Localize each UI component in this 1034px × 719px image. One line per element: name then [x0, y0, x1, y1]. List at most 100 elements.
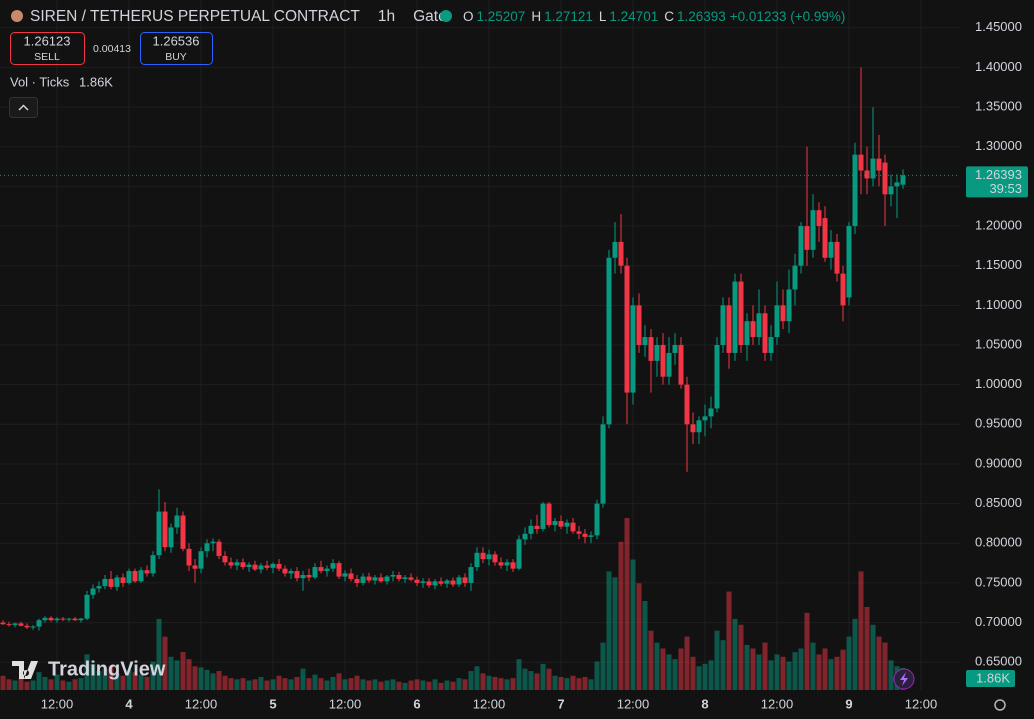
y-tick-label: 1.30000: [975, 138, 1022, 153]
candle-body: [0, 622, 6, 625]
volume-bar: [222, 675, 228, 690]
volume-bar: [804, 612, 810, 690]
volume-bar: [12, 680, 18, 690]
candle-body: [498, 562, 504, 566]
volume-bar: [702, 663, 708, 690]
volume-bar: [768, 660, 774, 690]
candle-body: [588, 535, 594, 537]
volume-bar: [90, 663, 96, 690]
volume-bar: [396, 681, 402, 690]
volume-bar: [72, 679, 78, 690]
candle-body: [288, 571, 294, 574]
y-tick-label: 0.85000: [975, 495, 1022, 510]
symbol-icon: [11, 10, 23, 22]
volume-bar: [864, 606, 870, 690]
countdown: 39:53: [989, 181, 1022, 196]
candle-body: [666, 352, 672, 377]
candle-body: [636, 305, 642, 345]
candle-body: [486, 554, 492, 560]
candle-body: [756, 313, 762, 338]
volume-bar: [624, 518, 630, 690]
volume-bar: [618, 541, 624, 690]
candle-body: [348, 573, 354, 579]
candle-body: [186, 548, 192, 566]
c-value: 1.26393: [677, 9, 726, 24]
x-tick-label: 12:00: [761, 696, 794, 711]
candle-body: [432, 581, 438, 586]
candle-body: [240, 562, 246, 568]
volume-bar: [528, 671, 534, 690]
volume-title: Vol · Ticks: [10, 74, 70, 89]
candle-body: [210, 541, 216, 544]
candle-body: [534, 525, 540, 529]
candle-body: [24, 625, 30, 628]
ohlc-legend: O 1.25207 H 1.27121 L 1.24701 C 1.26393 +0.01233…: [463, 9, 845, 24]
candle-body: [546, 503, 552, 526]
volume-bar: [606, 571, 612, 690]
volume-bar: [414, 679, 420, 690]
volume-bar: [714, 630, 720, 690]
l-value: 1.24701: [609, 9, 658, 24]
candle-body: [204, 543, 210, 552]
candle-body: [690, 424, 696, 433]
volume-bar: [420, 680, 426, 690]
volume-bar: [660, 648, 666, 690]
candle-body: [102, 578, 108, 587]
candle-body: [228, 562, 234, 566]
volume-bar: [852, 618, 858, 690]
settings-icon[interactable]: [994, 699, 1006, 711]
candle-body: [234, 562, 240, 566]
candle-body: [222, 555, 228, 563]
volume-bar: [342, 679, 348, 690]
volume-pane: [0, 518, 906, 690]
volume-bar: [648, 630, 654, 690]
watermark: TradingView: [12, 658, 1006, 711]
volume-bar: [228, 678, 234, 690]
candle-body: [870, 158, 876, 179]
volume-bar: [696, 666, 702, 690]
volume-bar: [264, 680, 270, 690]
candle-body: [402, 577, 408, 579]
x-tick-label: 12:00: [41, 696, 74, 711]
candle-body: [828, 241, 834, 258]
candle-body: [810, 210, 816, 250]
volume-bar: [246, 680, 252, 690]
volume-bar: [294, 676, 300, 690]
candle-body: [132, 571, 138, 582]
candle-body: [840, 273, 846, 306]
volume-bar: [600, 642, 606, 690]
volume-bar: [570, 675, 576, 690]
volume-bar: [348, 678, 354, 690]
candle-body: [192, 565, 198, 569]
volume-bar: [690, 656, 696, 690]
volume-bar: [678, 648, 684, 690]
volume-bar: [30, 680, 36, 690]
candle-body: [600, 424, 606, 504]
candle-body: [30, 626, 36, 628]
buy-button[interactable]: [140, 32, 213, 65]
y-tick-label: 0.90000: [975, 455, 1022, 470]
volume-bar: [510, 678, 516, 690]
volume-bar: [498, 678, 504, 690]
candle-body: [48, 617, 54, 621]
candle-body: [642, 337, 648, 345]
l-letter: L: [599, 9, 607, 24]
candle-body: [834, 241, 840, 274]
h-value: 1.27121: [544, 9, 593, 24]
volume-bar: [576, 678, 582, 690]
y-tick-label: 0.70000: [975, 614, 1022, 629]
candle-body: [312, 567, 318, 578]
candle-body: [510, 562, 516, 569]
volume-bar: [318, 678, 324, 690]
candle-body: [114, 577, 120, 587]
candle-body: [342, 573, 348, 577]
volume-bar: [672, 659, 678, 690]
y-tick-label: 1.10000: [975, 297, 1022, 312]
sell-button[interactable]: [10, 32, 85, 65]
volume-bar: [198, 667, 204, 690]
volume-bar: [96, 671, 102, 690]
collapse-button[interactable]: [9, 97, 38, 118]
candle-body: [798, 226, 804, 266]
symbol: SIREN / TETHERUS PERPETUAL CONTRACT: [30, 8, 360, 25]
x-tick-label: 7: [557, 696, 564, 711]
